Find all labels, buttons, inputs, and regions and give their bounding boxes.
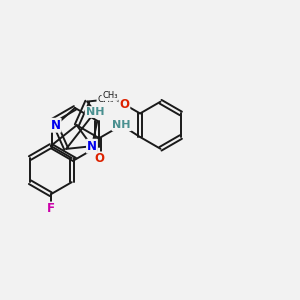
Text: NH: NH xyxy=(112,120,131,130)
Text: N: N xyxy=(87,140,97,153)
Text: O: O xyxy=(94,152,104,165)
Text: NH: NH xyxy=(85,107,104,117)
Text: O: O xyxy=(119,98,129,111)
Text: CH₃: CH₃ xyxy=(97,95,114,104)
Text: F: F xyxy=(47,202,55,215)
Text: CH₃: CH₃ xyxy=(102,92,118,100)
Text: N: N xyxy=(51,119,61,132)
